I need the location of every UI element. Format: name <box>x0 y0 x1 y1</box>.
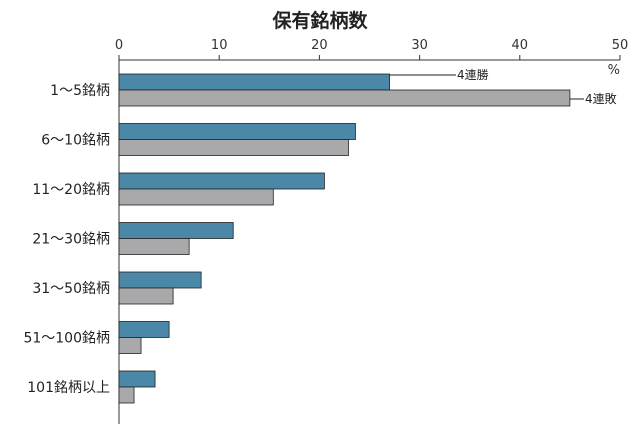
bar-win-1 <box>118 73 390 91</box>
category-label-7: 101銘柄以上 <box>27 380 110 396</box>
category-label-2: 6〜10銘柄 <box>41 133 110 149</box>
bar-loss-7 <box>118 386 135 404</box>
bar-loss-6 <box>118 337 142 354</box>
bar-win-2 <box>118 123 356 140</box>
x-unit-label: % <box>608 63 620 78</box>
bar-loss-3 <box>118 188 274 206</box>
annotation-label-loss: 4連敗 <box>585 91 617 106</box>
category-label-5: 31〜50銘柄 <box>32 281 110 297</box>
x-tick-label-10: 10 <box>211 38 228 53</box>
bar-win-3 <box>118 172 325 190</box>
x-tick-label-20: 20 <box>311 38 328 53</box>
bar-win-6 <box>118 321 170 338</box>
x-tick-label-50: 50 <box>612 38 629 53</box>
category-label-1: 1〜5銘柄 <box>50 83 110 99</box>
x-tick-label-30: 30 <box>411 38 428 53</box>
bar-win-5 <box>118 271 202 289</box>
bar-win-4 <box>118 222 234 239</box>
bar-loss-1 <box>118 89 571 107</box>
bar-loss-4 <box>118 238 190 255</box>
bar-win-7 <box>118 370 156 388</box>
category-label-4: 21〜30銘柄 <box>32 232 110 248</box>
annotation-label-win: 4連勝 <box>457 67 489 82</box>
bar-loss-5 <box>118 287 174 305</box>
x-tick-label-0: 0 <box>115 38 123 53</box>
category-label-6: 51〜100銘柄 <box>23 331 110 347</box>
x-tick-label-40: 40 <box>512 38 529 53</box>
category-label-3: 11〜20銘柄 <box>32 182 110 198</box>
bar-loss-2 <box>118 139 349 156</box>
chart-title: 保有銘柄数 <box>272 10 368 32</box>
